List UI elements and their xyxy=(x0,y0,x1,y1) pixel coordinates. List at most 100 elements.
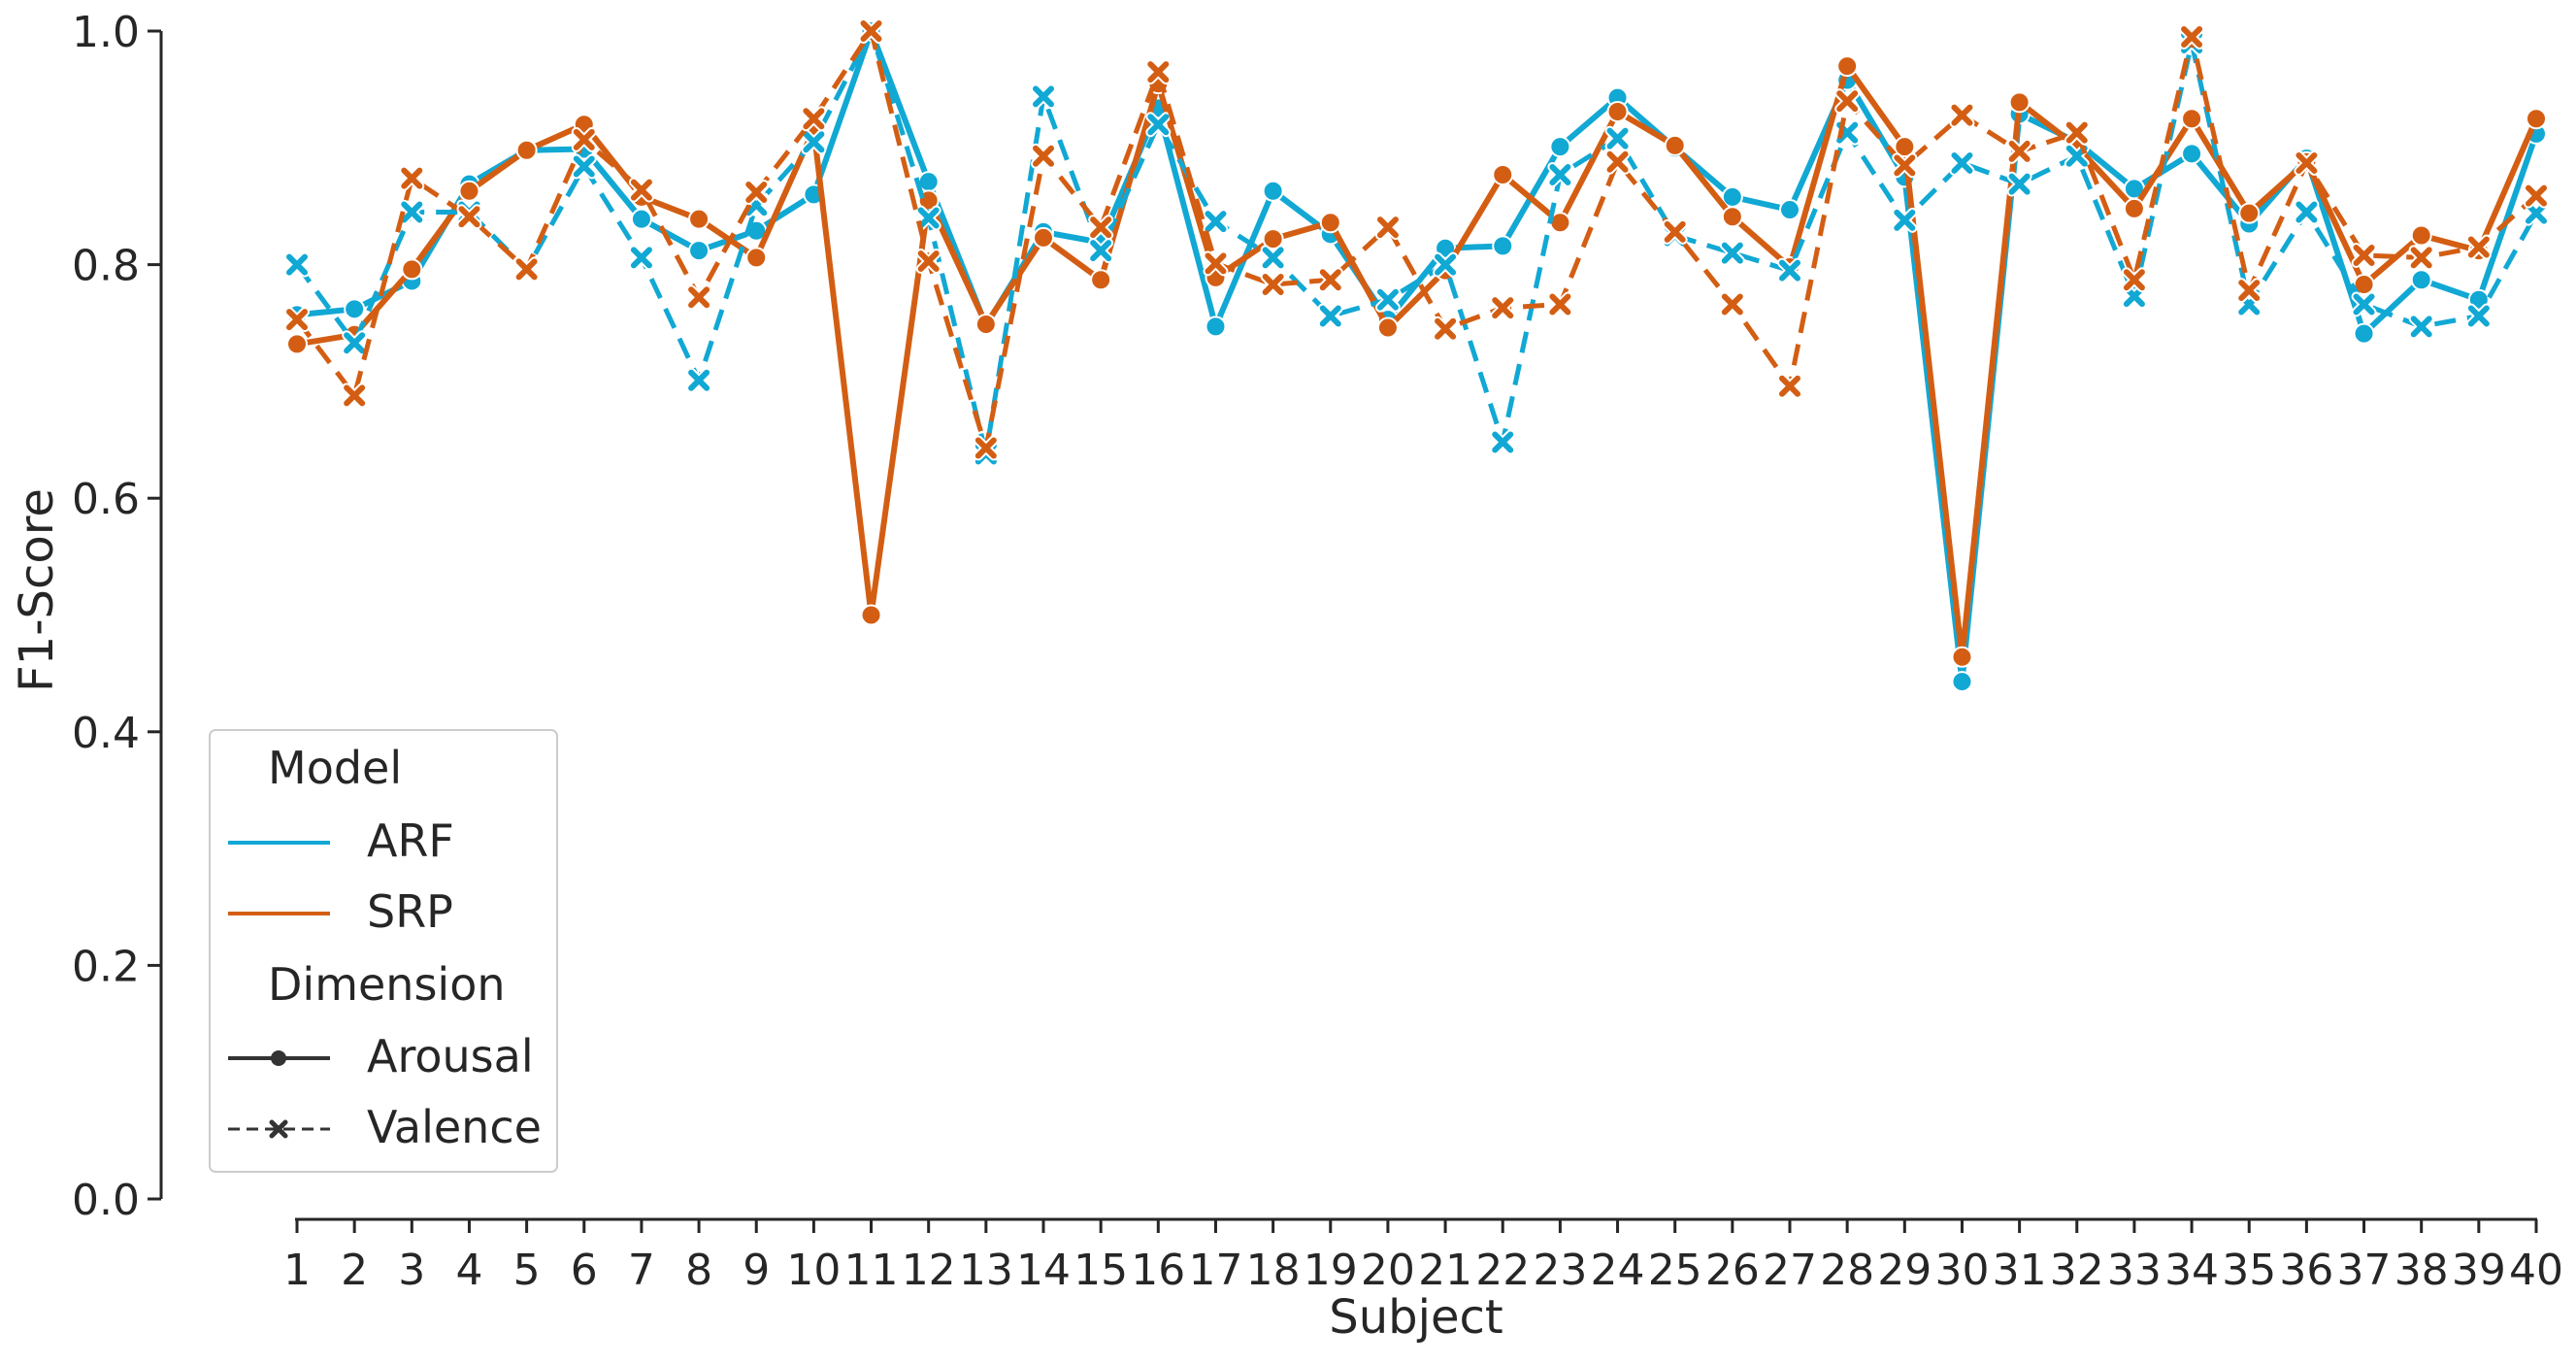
x-tick-label-21: 22 xyxy=(1475,1246,1530,1295)
x-tick-label-12: 13 xyxy=(959,1246,1013,1295)
legend-marker-arousal xyxy=(271,1050,286,1066)
legend-frame xyxy=(209,729,558,1173)
x-tick-label-22: 23 xyxy=(1533,1246,1587,1295)
point-srp-valence-6 xyxy=(571,126,597,152)
series-srp-arousal xyxy=(286,55,2547,668)
point-arf-valence-29 xyxy=(1892,207,1918,233)
point-arf-arousal-2 xyxy=(344,298,366,320)
x-axis-title: Subject xyxy=(1329,1290,1503,1345)
point-srp-valence-38 xyxy=(2408,245,2434,271)
point-srp-valence-25 xyxy=(1662,218,1688,245)
x-tick-label-39: 40 xyxy=(2509,1246,2563,1295)
point-arf-valence-15 xyxy=(1088,238,1114,264)
point-arf-valence-6 xyxy=(571,153,597,180)
point-arf-valence-3 xyxy=(399,199,425,225)
x-tick-label-0: 1 xyxy=(283,1246,311,1295)
point-srp-arousal-29 xyxy=(1894,136,1916,158)
point-arf-valence-14 xyxy=(1031,83,1056,110)
point-srp-arousal-13 xyxy=(974,313,997,335)
x-tick-label-18: 19 xyxy=(1304,1246,1358,1295)
point-arf-valence-27 xyxy=(1777,257,1802,283)
point-srp-valence-22 xyxy=(1490,295,1516,321)
x-tick-label-3: 4 xyxy=(455,1246,482,1295)
point-arf-valence-31 xyxy=(2006,171,2032,197)
x-tick-label-13: 14 xyxy=(1016,1246,1071,1295)
x-tick-label-16: 17 xyxy=(1188,1246,1242,1295)
point-arf-valence-21 xyxy=(1433,251,1459,278)
point-arf-arousal-38 xyxy=(2410,269,2432,291)
legend-title-dimension: Dimension xyxy=(268,958,506,1011)
point-srp-valence-36 xyxy=(2294,150,2320,176)
point-srp-arousal-30 xyxy=(1951,646,1973,668)
point-srp-valence-21 xyxy=(1433,316,1459,342)
point-srp-valence-30 xyxy=(1949,102,1975,128)
point-srp-arousal-19 xyxy=(1319,212,1341,234)
point-srp-arousal-15 xyxy=(1090,269,1112,291)
point-arf-valence-38 xyxy=(2408,314,2434,340)
point-srp-valence-20 xyxy=(1374,215,1401,241)
point-srp-valence-19 xyxy=(1317,267,1343,293)
y-ticks: 0.0 0.2 0.4 0.6 0.8 1.0 xyxy=(72,8,161,1225)
point-arf-arousal-37 xyxy=(2353,322,2375,345)
point-arf-arousal-22 xyxy=(1492,235,1514,257)
point-srp-valence-33 xyxy=(2121,267,2147,293)
x-tick-label-17: 18 xyxy=(1246,1246,1301,1295)
legend-marker-valence xyxy=(269,1119,288,1139)
point-srp-arousal-5 xyxy=(515,139,538,161)
point-srp-valence-4 xyxy=(456,204,482,230)
point-arf-valence-22 xyxy=(1490,429,1516,455)
point-srp-arousal-20 xyxy=(1376,316,1399,339)
point-srp-arousal-33 xyxy=(2123,197,2145,219)
series-srp-valence xyxy=(284,18,2549,461)
point-srp-valence-28 xyxy=(1834,88,1861,115)
series-line-arf-valence xyxy=(294,28,2539,456)
point-srp-valence-9 xyxy=(743,180,770,206)
point-srp-arousal-34 xyxy=(2181,108,2203,130)
x-tick-label-27: 28 xyxy=(1820,1246,1874,1295)
x-tick-label-23: 24 xyxy=(1591,1246,1645,1295)
point-arf-arousal-17 xyxy=(1205,316,1227,338)
point-srp-arousal-4 xyxy=(458,180,480,202)
point-srp-arousal-28 xyxy=(1836,55,1859,78)
point-srp-arousal-38 xyxy=(2410,224,2432,247)
point-srp-valence-5 xyxy=(513,256,540,283)
point-arf-arousal-27 xyxy=(1779,199,1800,221)
x-tick-label-32: 33 xyxy=(2107,1246,2162,1295)
point-arf-arousal-23 xyxy=(1549,136,1571,158)
point-arf-valence-30 xyxy=(1949,150,1975,176)
point-arf-arousal-18 xyxy=(1262,180,1284,202)
point-srp-arousal-40 xyxy=(2526,108,2547,130)
y-tick-label-5: 1.0 xyxy=(72,8,140,57)
point-arf-valence-10 xyxy=(801,129,827,155)
x-tick-label-8: 9 xyxy=(743,1246,770,1295)
point-srp-valence-7 xyxy=(628,177,654,203)
y-tick-label-3: 0.6 xyxy=(72,475,140,524)
point-srp-valence-31 xyxy=(2006,138,2032,164)
point-srp-valence-12 xyxy=(915,248,941,274)
point-arf-valence-1 xyxy=(284,251,310,278)
point-arf-valence-18 xyxy=(1260,245,1286,271)
point-arf-valence-2 xyxy=(342,330,368,356)
point-srp-valence-18 xyxy=(1260,272,1286,298)
x-tick-label-28: 29 xyxy=(1877,1246,1932,1295)
point-srp-valence-39 xyxy=(2465,234,2492,260)
y-tick-label-0: 0.0 xyxy=(72,1176,140,1225)
point-arf-arousal-7 xyxy=(630,208,652,230)
x-tick-label-7: 8 xyxy=(685,1246,712,1295)
point-srp-valence-1 xyxy=(284,307,310,333)
y-tick-label-2: 0.4 xyxy=(72,709,140,758)
point-srp-valence-23 xyxy=(1547,291,1573,317)
point-srp-arousal-31 xyxy=(2008,91,2031,114)
point-arf-valence-40 xyxy=(2524,200,2549,226)
legend-label-valence: Valence xyxy=(367,1101,542,1153)
x-tick-label-4: 5 xyxy=(513,1246,541,1295)
x-tick-label-26: 27 xyxy=(1763,1246,1817,1295)
x-tick-label-24: 25 xyxy=(1648,1246,1702,1295)
point-srp-valence-40 xyxy=(2524,183,2549,209)
point-srp-valence-37 xyxy=(2351,242,2377,268)
point-srp-valence-35 xyxy=(2236,278,2262,304)
legend-label-srp: SRP xyxy=(367,885,453,938)
point-arf-valence-17 xyxy=(1203,209,1229,235)
point-srp-valence-14 xyxy=(1031,143,1056,169)
